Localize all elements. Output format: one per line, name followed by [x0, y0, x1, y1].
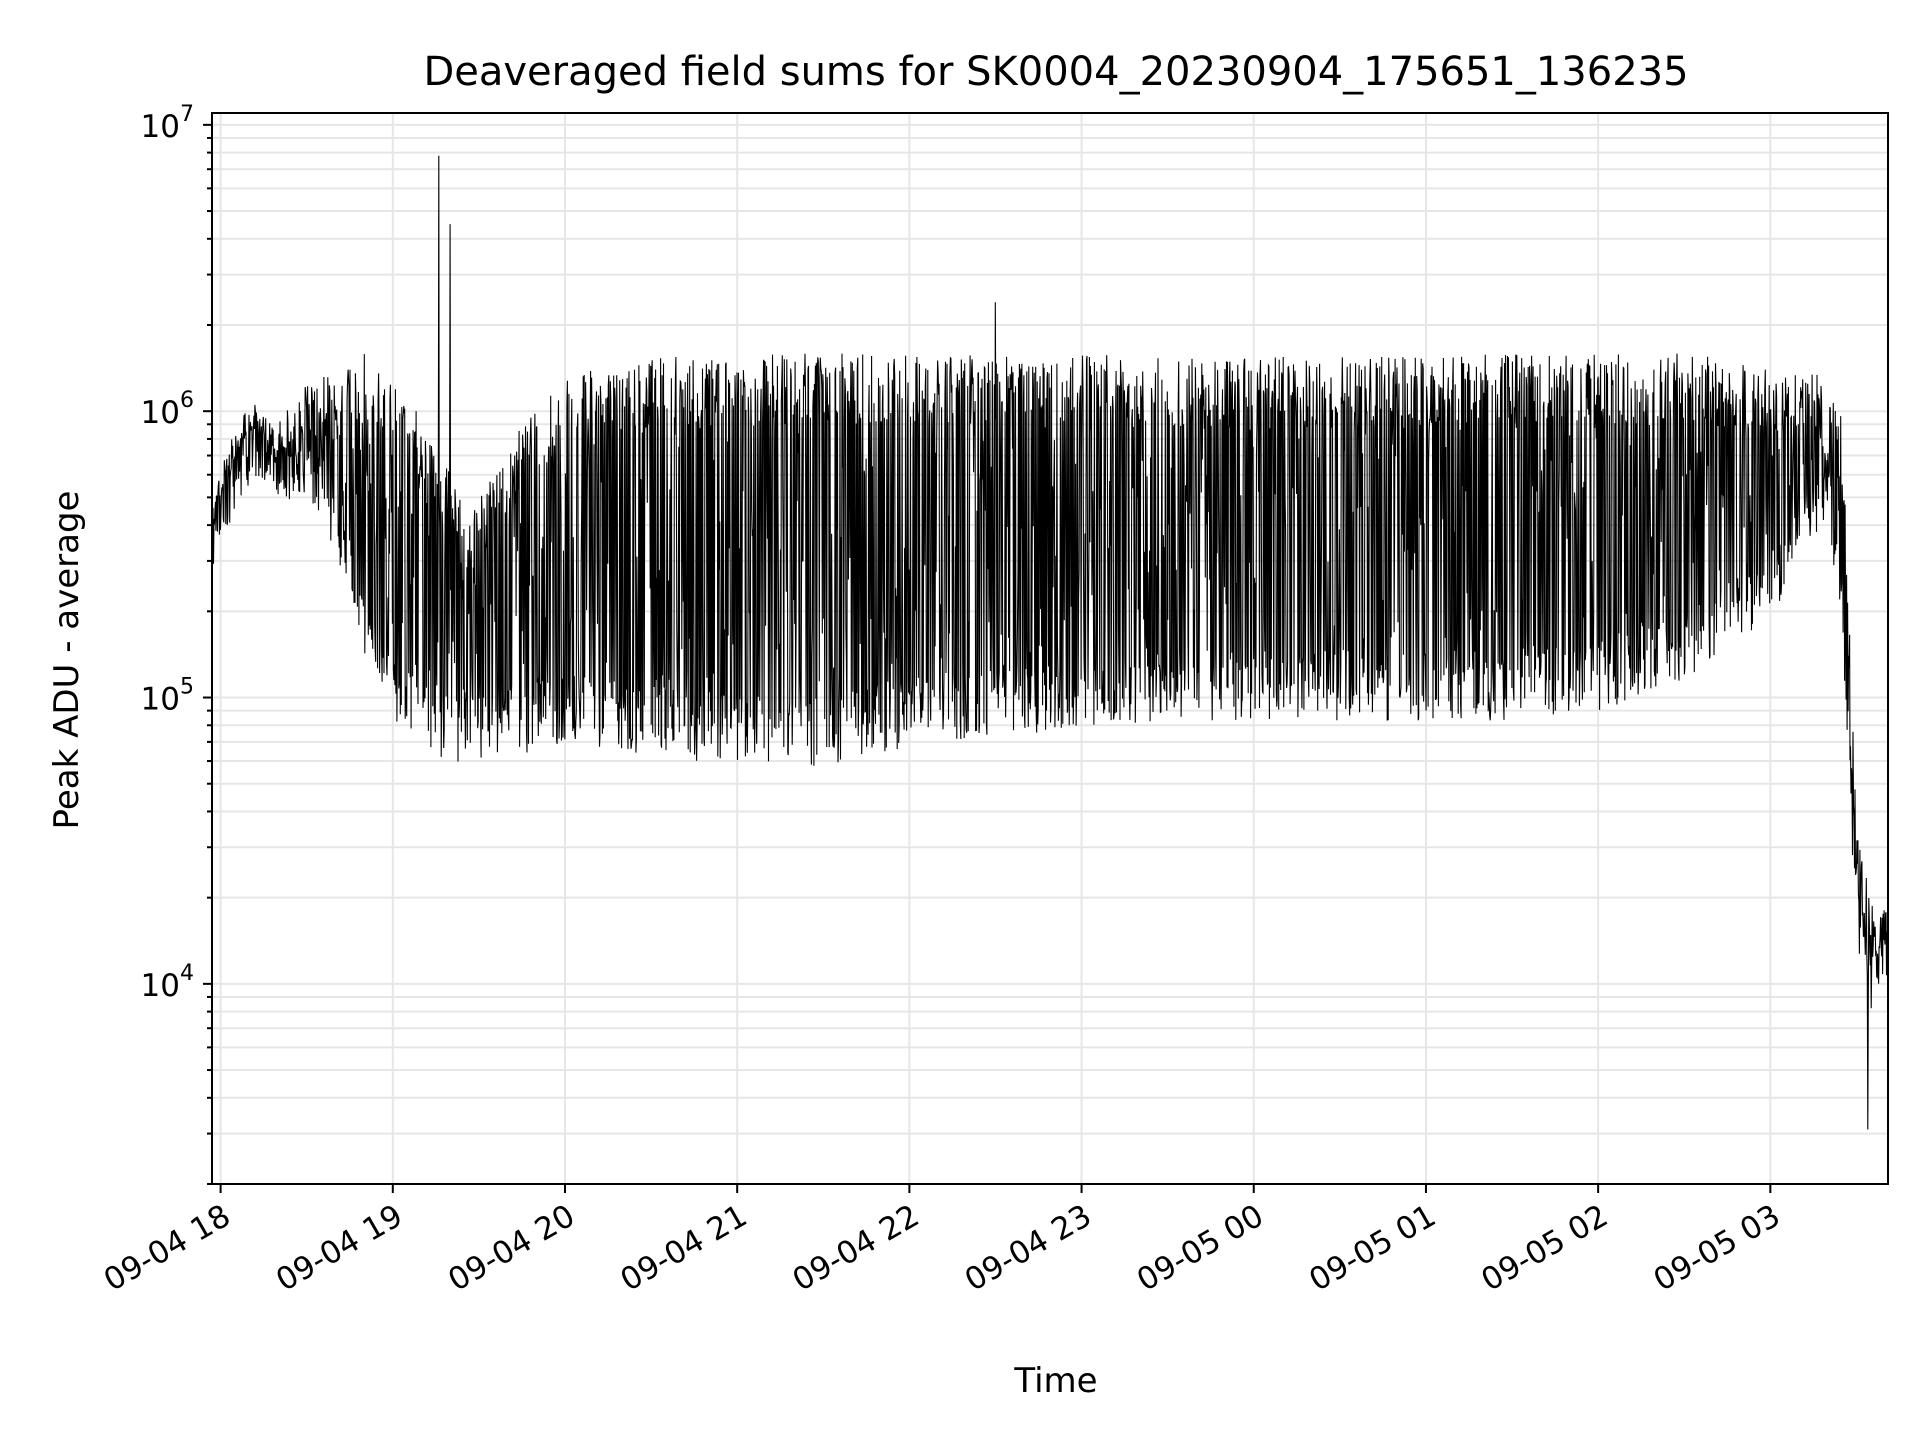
y-tick-label: 107 [141, 102, 194, 145]
y-axis-label: Peak ADU - average [47, 491, 87, 830]
y-tick-label: 106 [141, 388, 194, 431]
y-tick-label: 104 [141, 961, 194, 1004]
y-tick-label: 105 [141, 675, 194, 718]
plot-area-frame [211, 112, 1889, 1185]
chart-title: Deaveraged field sums for SK0004_2023090… [423, 49, 1688, 95]
y-axis: 104 105 106 107 [141, 102, 212, 1185]
series-line [211, 155, 1889, 1130]
x-axis-label: Time [1013, 1361, 1097, 1401]
